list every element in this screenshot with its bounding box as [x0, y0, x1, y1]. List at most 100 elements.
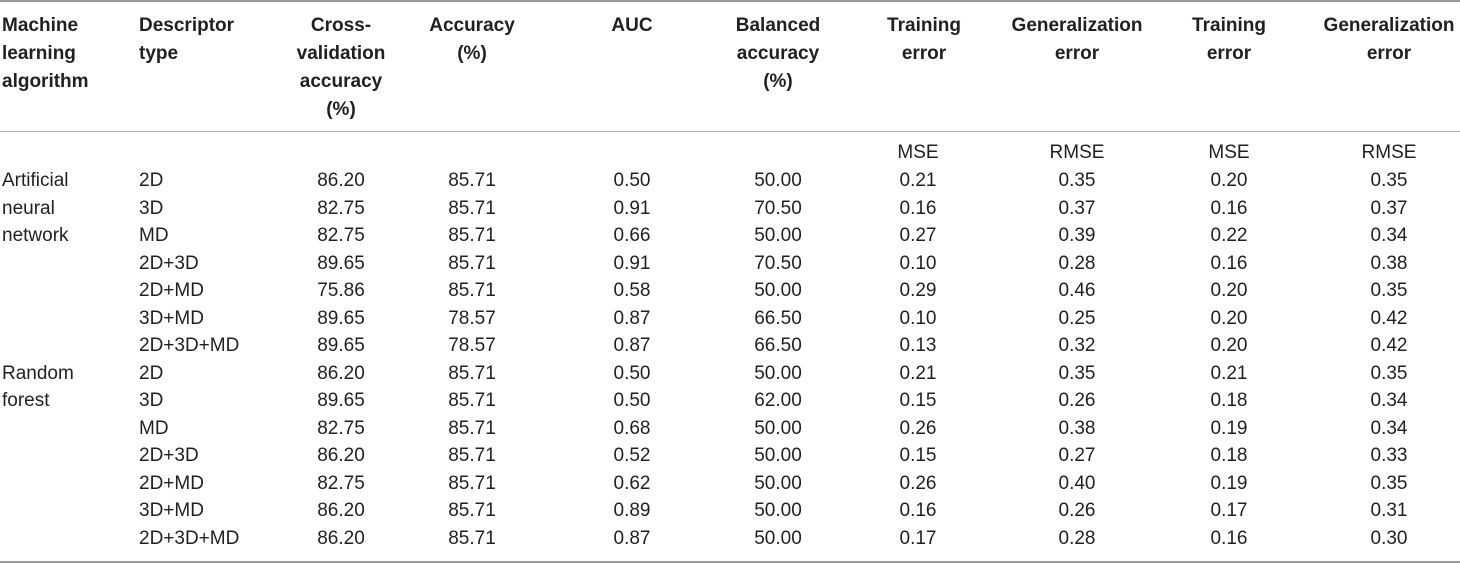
training-error-1-cell: 0.13 [899, 335, 937, 356]
table-bottom-rule [0, 561, 1460, 563]
generalization-error-2-cell: 0.35 [1370, 170, 1408, 191]
training-error-1-cell: 0.10 [899, 252, 937, 274]
header-training-error-2: Training error [1192, 15, 1266, 64]
auc-cell: 0.87 [613, 335, 651, 356]
generalization-error-2-cell: 0.42 [1370, 307, 1408, 329]
auc-cell: 0.50 [613, 390, 651, 411]
generalization-error-1-cell: 0.35 [1058, 170, 1096, 191]
descriptor-type-cell: 2D [139, 170, 164, 191]
generalization-error-1-cell: 0.37 [1058, 197, 1096, 219]
generalization-error-2-cell: 0.34 [1370, 390, 1408, 411]
cv-accuracy-cell: 82.75 [317, 472, 365, 494]
generalization-error-2-cell: 0.34 [1370, 417, 1408, 439]
cv-accuracy-cell: 86.20 [317, 500, 365, 521]
training-error-2-cell: 0.17 [1210, 500, 1248, 521]
header-cv-accuracy: Cross- validation accuracy (%) [296, 15, 386, 120]
balanced-accuracy-cell: 66.50 [754, 307, 802, 329]
training-error-2-cell: 0.20 [1210, 307, 1248, 329]
header-training-error-1: Training error [887, 15, 961, 64]
auc-cell: 0.89 [613, 500, 651, 521]
table-row: 2D+3D 89.65 85.71 0.91 70.50 0.10 0.28 0.16 0.38 [0, 250, 1460, 278]
training-error-1-cell: 0.26 [899, 472, 937, 494]
training-error-2-cell: 0.19 [1210, 472, 1248, 494]
table-row: 2D 86.20 85.71 0.50 50.00 0.21 0.35 0.21 0.35 [0, 360, 1460, 388]
descriptor-type-cell: 3D+MD [139, 307, 204, 329]
table-row: 2D+3D+MD 89.65 78.57 0.87 66.50 0.13 0.32 0.20 0… [0, 332, 1460, 360]
generalization-error-2-cell: 0.35 [1370, 362, 1408, 384]
descriptor-type-cell: MD [139, 225, 169, 246]
training-error-2-cell: 0.16 [1210, 527, 1248, 549]
descriptor-type-cell: 2D+MD [139, 472, 204, 494]
cv-accuracy-cell: 89.65 [317, 307, 365, 329]
header-balanced-accuracy: Balanced accuracy (%) [735, 15, 821, 92]
generalization-error-1-cell: 0.35 [1058, 362, 1096, 384]
table-row: 3D+MD 86.20 85.71 0.89 50.00 0.16 0.26 0.17 0.31 [0, 497, 1460, 525]
generalization-error-1-cell: 0.28 [1058, 527, 1096, 549]
training-error-1-cell: 0.10 [899, 307, 937, 329]
subheader-metric: MSE [897, 142, 939, 163]
subheader-metric: RMSE [1049, 142, 1105, 163]
accuracy-cell: 78.57 [448, 335, 496, 356]
accuracy-cell: 85.71 [448, 197, 496, 219]
generalization-error-1-cell: 0.26 [1058, 390, 1096, 411]
generalization-error-2-cell: 0.34 [1370, 225, 1408, 246]
cv-accuracy-cell: 82.75 [317, 417, 365, 439]
training-error-1-cell: 0.26 [899, 417, 937, 439]
balanced-accuracy-cell: 66.50 [754, 335, 802, 356]
cv-accuracy-cell: 82.75 [317, 197, 365, 219]
balanced-accuracy-cell: 62.00 [754, 390, 802, 411]
subheader-metric: RMSE [1361, 142, 1417, 163]
table-subheader-row: MSE RMSE MSE RMSE [0, 139, 1460, 167]
table-row: MD 82.75 85.71 0.68 50.00 0.26 0.38 0.19 0.34 [0, 415, 1460, 443]
cv-accuracy-cell: 86.20 [317, 527, 365, 549]
descriptor-type-cell: 2D+MD [139, 280, 204, 301]
training-error-2-cell: 0.19 [1210, 417, 1248, 439]
auc-cell: 0.50 [613, 170, 651, 191]
accuracy-cell: 85.71 [448, 500, 496, 521]
accuracy-cell: 85.71 [448, 280, 496, 301]
auc-cell: 0.50 [613, 362, 651, 384]
balanced-accuracy-cell: 70.50 [754, 197, 802, 219]
generalization-error-1-cell: 0.32 [1058, 335, 1096, 356]
training-error-1-cell: 0.17 [899, 527, 937, 549]
training-error-2-cell: 0.20 [1210, 335, 1248, 356]
generalization-error-2-cell: 0.38 [1370, 252, 1408, 274]
balanced-accuracy-cell: 50.00 [754, 362, 802, 384]
header-separator-rule [0, 131, 1460, 132]
table-row: 2D+3D 86.20 85.71 0.52 50.00 0.15 0.27 0.18 0.33 [0, 442, 1460, 470]
balanced-accuracy-cell: 70.50 [754, 252, 802, 274]
auc-cell: 0.68 [613, 417, 651, 439]
descriptor-type-cell: MD [139, 417, 169, 439]
header-generalization-error-2: Generalization error [1323, 15, 1455, 64]
subheader-metric: MSE [1208, 142, 1250, 163]
accuracy-cell: 85.71 [448, 527, 496, 549]
descriptor-type-cell: 2D+3D [139, 252, 199, 274]
balanced-accuracy-cell: 50.00 [754, 527, 802, 549]
training-error-2-cell: 0.18 [1210, 445, 1248, 466]
balanced-accuracy-cell: 50.00 [754, 417, 802, 439]
cv-accuracy-cell: 86.20 [317, 362, 365, 384]
auc-cell: 0.66 [613, 225, 651, 246]
training-error-1-cell: 0.15 [899, 390, 937, 411]
auc-cell: 0.91 [613, 197, 651, 219]
generalization-error-2-cell: 0.37 [1370, 197, 1408, 219]
training-error-1-cell: 0.21 [899, 362, 937, 384]
generalization-error-2-cell: 0.42 [1370, 335, 1408, 356]
generalization-error-2-cell: 0.35 [1370, 280, 1408, 301]
training-error-2-cell: 0.21 [1210, 362, 1248, 384]
training-error-1-cell: 0.27 [899, 225, 937, 246]
generalization-error-1-cell: 0.38 [1058, 417, 1096, 439]
accuracy-cell: 85.71 [448, 472, 496, 494]
cv-accuracy-cell: 75.86 [317, 280, 365, 301]
descriptor-type-cell: 2D+3D+MD [139, 335, 240, 356]
generalization-error-1-cell: 0.46 [1058, 280, 1096, 301]
accuracy-cell: 85.71 [448, 445, 496, 466]
generalization-error-2-cell: 0.30 [1370, 527, 1408, 549]
auc-cell: 0.87 [613, 307, 651, 329]
accuracy-cell: 85.71 [448, 390, 496, 411]
accuracy-cell: 85.71 [448, 225, 496, 246]
table-row: MD 82.75 85.71 0.66 50.00 0.27 0.39 0.22 0.34 [0, 222, 1460, 250]
accuracy-cell: 85.71 [448, 362, 496, 384]
training-error-1-cell: 0.16 [899, 500, 937, 521]
table-row: 3D 89.65 85.71 0.50 62.00 0.15 0.26 0.18 0.34 [0, 387, 1460, 415]
